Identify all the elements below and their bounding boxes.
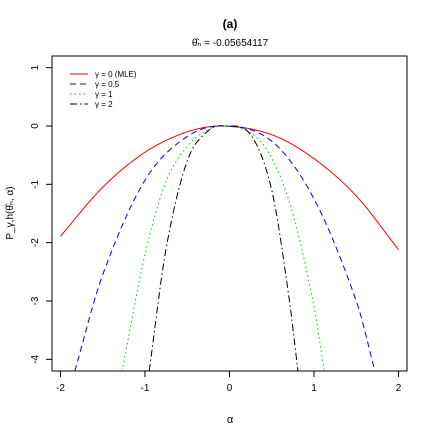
y-tick-label: -4	[30, 354, 41, 363]
legend: γ = 0 (MLE)γ = 0.5γ = 1γ = 2	[70, 70, 137, 109]
y-tick-label: -2	[30, 238, 41, 247]
series-line-3	[148, 125, 299, 372]
legend-label: γ = 1	[95, 90, 113, 99]
x-tick-label: -2	[56, 383, 65, 394]
x-tick-label: 2	[396, 383, 402, 394]
series-line-0	[60, 125, 399, 250]
legend-label: γ = 2	[95, 100, 113, 109]
series-line-1	[74, 125, 376, 372]
chart-title: (a)	[223, 17, 238, 31]
series-group	[60, 125, 399, 372]
y-axis-label: P_γ,h(θ̂ₙ, α)	[4, 186, 16, 239]
x-tick-label: -1	[141, 383, 150, 394]
legend-label: γ = 0.5	[95, 80, 120, 89]
x-tick-label: 0	[227, 383, 233, 394]
x-tick-label: 1	[311, 383, 317, 394]
x-axis: -2 -1 0 1 2	[56, 371, 402, 394]
chart-subtitle: θ̂ₙ = -0.05654117	[192, 37, 269, 49]
series-line-2	[121, 125, 325, 372]
y-tick-label: -1	[30, 179, 41, 188]
x-axis-label: α	[227, 414, 234, 426]
y-axis: 1 0 -1 -2 -3 -4	[30, 64, 52, 364]
y-tick-label: -3	[30, 296, 41, 305]
chart-titles: (a) θ̂ₙ = -0.05654117	[192, 17, 269, 49]
y-tick-label: 0	[30, 123, 41, 129]
legend-label: γ = 0 (MLE)	[95, 70, 137, 79]
y-tick-label: 1	[30, 64, 41, 70]
